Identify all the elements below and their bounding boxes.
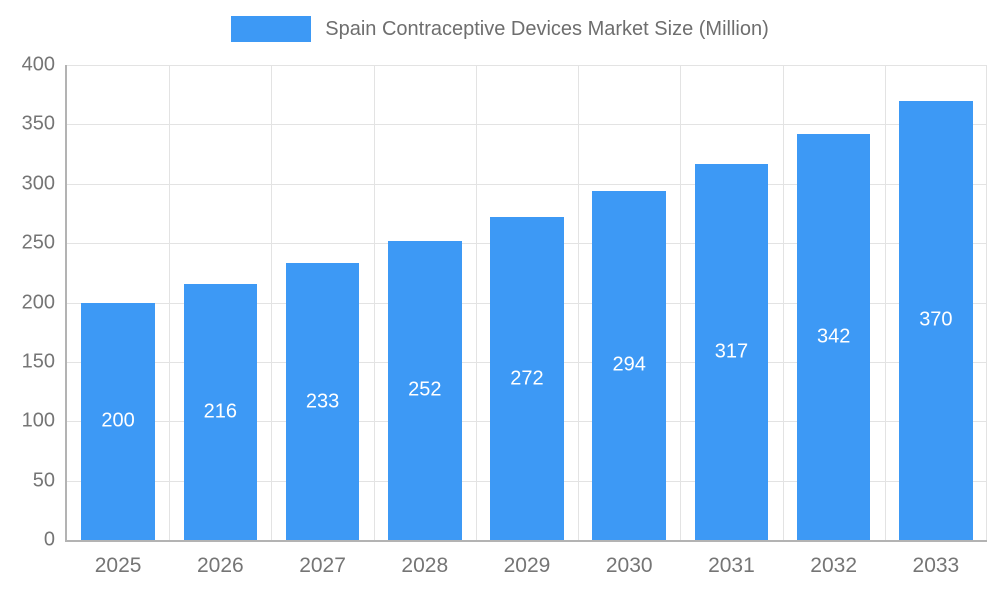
bar-value-label: 233: [305, 390, 340, 413]
plot-area: 0 50 100 150 200 250 300 350 400 200 216 233 252 272 2…: [22, 54, 987, 577]
x-axis-tick-label: 2025: [94, 554, 142, 577]
y-axis-tick-label: 250: [21, 231, 55, 254]
y-axis-tick-label: 400: [21, 53, 55, 76]
bar-value-label: 216: [203, 400, 238, 423]
vertical-gridline: [986, 65, 987, 540]
bar-value-label: 317: [714, 340, 749, 363]
y-axis-tick-label: 100: [21, 409, 55, 432]
y-axis-tick-label: 0: [43, 528, 55, 551]
bar-value-label: 294: [612, 353, 646, 376]
x-axis-tick-label: 2031: [708, 554, 755, 577]
bar-2031: 317: [694, 163, 769, 540]
x-axis-tick-label: 2026: [196, 554, 244, 577]
bar-value-label: 252: [408, 378, 442, 401]
bar-value-label: 370: [919, 308, 953, 331]
bar-2033: 370: [899, 100, 973, 540]
x-axis-tick-label: 2030: [605, 554, 653, 577]
y-axis-tick-label: 300: [21, 172, 55, 195]
bar-value-label: 342: [816, 325, 851, 348]
x-axis-tick-label: 2032: [810, 554, 858, 577]
bar-2032: 342: [796, 133, 871, 540]
vertical-gridline: [884, 65, 886, 540]
x-axis-tick-label: 2033: [912, 554, 960, 577]
vertical-gridline: [782, 65, 784, 540]
vertical-gridline: [578, 65, 580, 540]
x-axis-tick-label: 2028: [401, 554, 449, 577]
bar-2029: 272: [490, 217, 564, 540]
horizontal-gridline: [67, 124, 987, 126]
vertical-gridline: [680, 65, 682, 540]
bar-2026: 216: [183, 283, 258, 540]
x-axis-tick-label: 2029: [503, 554, 551, 577]
bar-2030: 294: [592, 190, 667, 540]
vertical-gridline: [475, 65, 477, 540]
bar-2028: 252: [387, 240, 462, 540]
vertical-gridline: [373, 65, 375, 540]
bar-2025: 200: [81, 302, 155, 540]
chart-title: Spain Contraceptive Devices Market Size …: [325, 17, 769, 40]
chart-legend: Spain Contraceptive Devices Market Size …: [0, 16, 1000, 42]
bar-value-label: 272: [510, 367, 544, 389]
y-axis-tick-label: 150: [21, 350, 55, 373]
x-axis-tick-label: 2027: [299, 554, 346, 577]
horizontal-gridline: [67, 183, 987, 185]
vertical-gridline: [271, 65, 273, 540]
y-axis-tick-label: 350: [21, 112, 55, 135]
legend-swatch: [231, 16, 312, 42]
bar-2027: 233: [285, 263, 360, 540]
y-axis-tick-label: 50: [32, 469, 55, 492]
y-axis-tick-label: 200: [21, 291, 55, 313]
horizontal-gridline: [67, 65, 987, 66]
vertical-gridline: [169, 65, 171, 540]
bar-value-label: 200: [101, 409, 135, 432]
